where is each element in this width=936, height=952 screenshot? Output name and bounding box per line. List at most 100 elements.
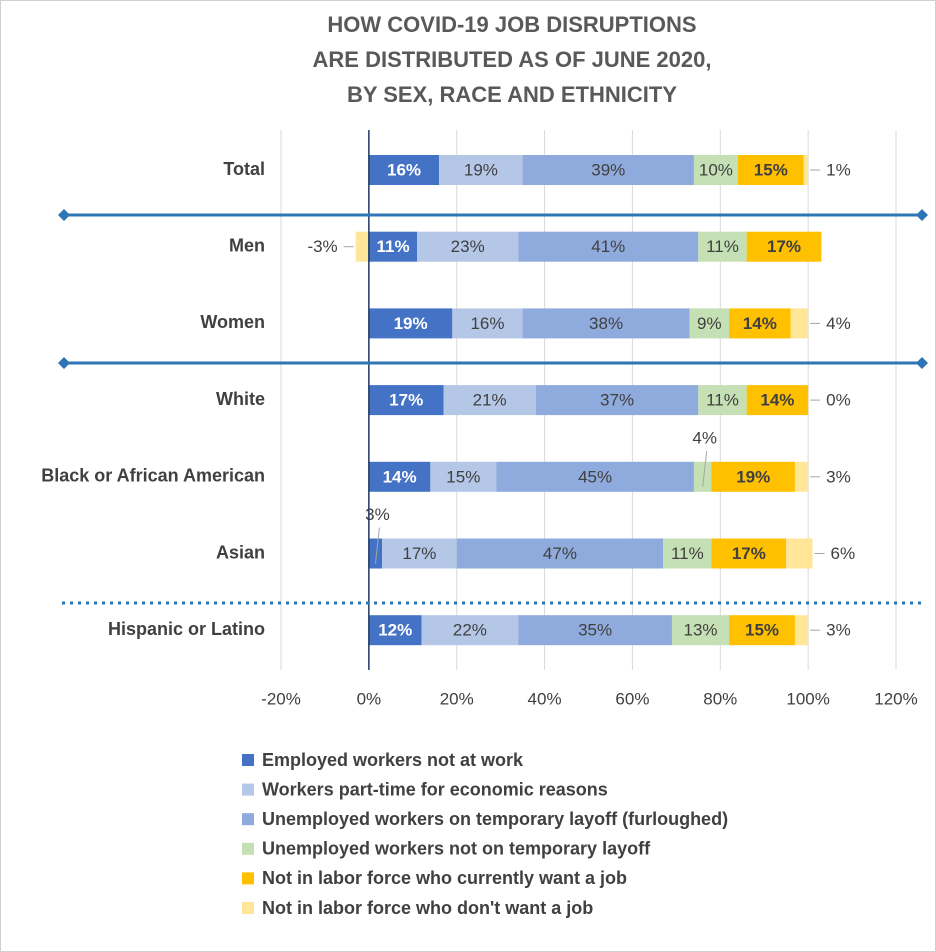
data-label: 3% bbox=[826, 467, 851, 486]
legend-label: Unemployed workers on temporary layoff (… bbox=[262, 809, 728, 829]
data-label: 11% bbox=[671, 544, 704, 563]
bar-segment bbox=[794, 461, 809, 492]
data-label: 10% bbox=[699, 160, 733, 179]
bar-segment bbox=[711, 538, 787, 569]
separators bbox=[58, 209, 928, 605]
bar-segment bbox=[443, 385, 536, 416]
bar-segment bbox=[518, 231, 699, 262]
bar-segment bbox=[663, 538, 712, 569]
legend-label: Workers part-time for economic reasons bbox=[262, 779, 608, 799]
data-label: 16% bbox=[470, 314, 504, 333]
data-label: 15% bbox=[745, 621, 779, 640]
data-label: 17% bbox=[767, 237, 801, 256]
bar-segment bbox=[711, 461, 795, 492]
bar-segment bbox=[421, 615, 519, 646]
data-label: 17% bbox=[402, 544, 436, 563]
legend-swatch bbox=[242, 872, 254, 885]
category-label: White bbox=[216, 389, 265, 409]
data-label: 41% bbox=[591, 237, 625, 256]
data-label: 19% bbox=[394, 314, 428, 333]
bar-segment bbox=[689, 308, 730, 339]
bar-segment bbox=[698, 231, 747, 262]
data-label: 11% bbox=[706, 237, 739, 256]
bar-segment bbox=[693, 461, 712, 492]
category-label: Men bbox=[229, 235, 265, 255]
bar-segment bbox=[729, 615, 795, 646]
data-label: 14% bbox=[743, 314, 777, 333]
data-label: 6% bbox=[831, 544, 856, 563]
bar-segment bbox=[790, 308, 809, 339]
bar-segment bbox=[382, 538, 457, 569]
x-tick-label: 100% bbox=[786, 689, 829, 708]
bar-segment bbox=[522, 155, 694, 185]
data-label: 21% bbox=[473, 391, 507, 410]
x-tick-label: 0% bbox=[357, 689, 382, 708]
legend-swatch bbox=[242, 783, 254, 796]
leader-line bbox=[374, 527, 380, 564]
data-label: 23% bbox=[451, 237, 485, 256]
legend-label: Not in labor force who currently want a … bbox=[262, 868, 627, 888]
chart-title: ARE DISTRIBUTED AS OF JUNE 2020, bbox=[313, 47, 712, 72]
bar-segment bbox=[786, 538, 813, 569]
legend-swatch bbox=[242, 842, 254, 855]
data-label: 11% bbox=[376, 237, 409, 256]
data-label: 19% bbox=[464, 160, 498, 179]
data-label: 38% bbox=[589, 314, 623, 333]
data-label: 4% bbox=[692, 428, 717, 447]
bar-segment bbox=[496, 461, 694, 492]
data-label: 22% bbox=[453, 621, 487, 640]
data-label: 12% bbox=[378, 621, 412, 640]
bar-segment bbox=[693, 155, 738, 185]
bars: Total 16% 19% 39% 10% 15% 1% Men 11% 23% 41% 11% 17%… bbox=[41, 130, 855, 670]
data-label: 47% bbox=[543, 544, 577, 563]
bar-segment bbox=[417, 231, 519, 262]
data-label: 45% bbox=[578, 467, 612, 486]
data-label: 3% bbox=[365, 505, 390, 524]
bar-segment bbox=[698, 385, 747, 416]
bar-segment bbox=[794, 615, 809, 646]
data-label: 13% bbox=[684, 621, 718, 640]
bar-segment bbox=[368, 385, 444, 416]
bar-segment bbox=[803, 155, 809, 185]
chart-title: BY SEX, RACE AND ETHNICITY bbox=[347, 82, 677, 107]
x-tick-label: -20% bbox=[261, 689, 301, 708]
data-label: 39% bbox=[591, 160, 625, 179]
bar-segment bbox=[368, 461, 431, 492]
bar-segment bbox=[368, 308, 453, 339]
data-label: 37% bbox=[600, 391, 634, 410]
bar-segment bbox=[452, 308, 523, 339]
data-label: 16% bbox=[387, 160, 421, 179]
x-tick-label: 60% bbox=[615, 689, 649, 708]
legend-swatch bbox=[242, 813, 254, 826]
bar-segment bbox=[439, 155, 523, 185]
data-label: -3% bbox=[307, 237, 337, 256]
bar-segment bbox=[746, 231, 822, 262]
bar-segment bbox=[746, 385, 809, 416]
data-label: 35% bbox=[578, 621, 612, 640]
x-tick-label: 80% bbox=[703, 689, 737, 708]
data-label: 1% bbox=[826, 160, 851, 179]
bar-segment bbox=[737, 155, 804, 185]
bar-segment bbox=[671, 615, 730, 646]
legend-label: Unemployed workers not on temporary layo… bbox=[262, 839, 651, 859]
bar-segment bbox=[368, 615, 422, 646]
x-tick-label: 120% bbox=[874, 689, 917, 708]
x-tick-label: 40% bbox=[528, 689, 562, 708]
bar-segment bbox=[729, 308, 791, 339]
data-label: 3% bbox=[826, 621, 851, 640]
legend-swatch bbox=[242, 902, 254, 914]
legend-label: Not in labor force who don't want a job bbox=[262, 898, 593, 918]
data-label: 9% bbox=[697, 314, 722, 333]
category-label: Asian bbox=[216, 542, 265, 562]
chart-title: HOW COVID-19 JOB DISRUPTIONS bbox=[327, 12, 696, 37]
data-label: 19% bbox=[736, 467, 770, 486]
data-label: 0% bbox=[826, 391, 851, 410]
bar-segment bbox=[368, 155, 440, 185]
bar-segment bbox=[518, 615, 672, 646]
data-label: 15% bbox=[754, 160, 788, 179]
data-label: 15% bbox=[446, 467, 480, 486]
category-label: Women bbox=[200, 312, 265, 332]
data-label: 14% bbox=[383, 467, 417, 486]
bar-segment bbox=[368, 538, 383, 569]
